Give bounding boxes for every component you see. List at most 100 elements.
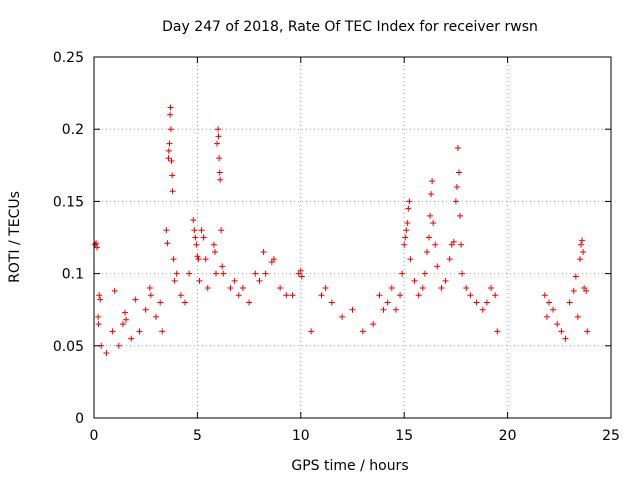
data-point: [283, 292, 290, 299]
data-point: [119, 321, 126, 328]
y-tick-label: 0.05: [53, 339, 84, 355]
data-point: [262, 270, 269, 277]
data-point: [211, 248, 218, 255]
data-point: [168, 157, 175, 164]
data-point: [442, 277, 449, 284]
data-point: [186, 270, 193, 277]
data-point: [566, 299, 573, 306]
data-point: [167, 104, 174, 111]
data-point: [219, 263, 226, 270]
data-point: [190, 217, 197, 224]
data-point: [328, 299, 335, 306]
data-point: [192, 234, 199, 241]
y-tick-label: 0.15: [53, 194, 84, 210]
data-point: [407, 256, 414, 263]
data-point: [95, 313, 102, 320]
data-point: [479, 306, 486, 313]
data-point: [406, 198, 413, 205]
data-point: [103, 350, 110, 357]
data-point: [167, 111, 174, 118]
data-point: [454, 144, 461, 151]
data-point: [415, 292, 422, 299]
data-point: [397, 292, 404, 299]
data-point: [111, 287, 118, 294]
data-point: [380, 306, 387, 313]
data-point: [558, 328, 565, 335]
data-point: [318, 292, 325, 299]
axes: 0 5 10 15 20 25 0 0.05 0.1 0.15 0.2 0.25: [53, 50, 620, 444]
data-point: [583, 287, 590, 294]
data-point: [403, 227, 410, 234]
data-point: [463, 285, 470, 292]
data-point: [165, 147, 172, 154]
data-point: [95, 321, 102, 328]
data-point: [456, 169, 463, 176]
data-point: [136, 328, 143, 335]
data-point: [483, 299, 490, 306]
data-point: [494, 328, 501, 335]
data-point: [200, 234, 207, 241]
data-point: [376, 292, 383, 299]
data-point: [584, 328, 591, 335]
data-point: [562, 335, 569, 342]
data-point: [473, 299, 480, 306]
data-point: [239, 285, 246, 292]
data-point: [166, 140, 173, 147]
data-point: [128, 335, 135, 342]
data-point: [421, 270, 428, 277]
data-point: [215, 133, 222, 140]
data-point: [216, 155, 223, 162]
data-point: [402, 234, 409, 241]
data-point: [210, 241, 217, 248]
x-tick-label: 5: [193, 428, 202, 444]
data-point: [545, 299, 552, 306]
data-point: [322, 285, 329, 292]
data-point: [235, 292, 242, 299]
data-point: [204, 285, 211, 292]
data-point: [157, 299, 164, 306]
data-point: [404, 220, 411, 227]
x-tick-label: 20: [499, 428, 517, 444]
data-point: [419, 285, 426, 292]
data-point: [572, 273, 579, 280]
data-point: [169, 172, 176, 179]
data-point: [220, 270, 227, 277]
data-point: [214, 140, 221, 147]
data-point: [580, 248, 587, 255]
data-point: [94, 244, 101, 251]
data-point: [399, 270, 406, 277]
data-point: [109, 328, 116, 335]
data-point: [298, 273, 305, 280]
data-point: [217, 176, 224, 183]
data-point: [252, 270, 259, 277]
data-point: [196, 277, 203, 284]
data-point: [401, 241, 408, 248]
data-point: [428, 191, 435, 198]
x-axis-label: GPS time / hours: [291, 458, 408, 474]
x-tick-label: 25: [602, 428, 620, 444]
data-point: [492, 292, 499, 299]
x-tick-label: 10: [292, 428, 310, 444]
data-point: [543, 313, 550, 320]
data-point: [453, 183, 460, 190]
x-tick-label: 0: [90, 428, 99, 444]
data-point: [488, 285, 495, 292]
data-point: [388, 285, 395, 292]
data-point: [96, 292, 103, 299]
data-point: [550, 306, 557, 313]
data-point: [459, 270, 466, 277]
data-point: [159, 328, 166, 335]
data-point: [270, 256, 277, 263]
data-point: [146, 285, 153, 292]
chart-title: Day 247 of 2018, Rate Of TEC Index for r…: [162, 19, 538, 35]
data-point: [115, 342, 122, 349]
data-point: [167, 126, 174, 133]
data-point: [541, 292, 548, 299]
data-point: [423, 248, 430, 255]
data-point: [142, 306, 149, 313]
data-point: [554, 321, 561, 328]
data-point: [574, 313, 581, 320]
plot-frame: [93, 56, 612, 419]
data-point: [289, 292, 296, 299]
data-point: [193, 241, 200, 248]
